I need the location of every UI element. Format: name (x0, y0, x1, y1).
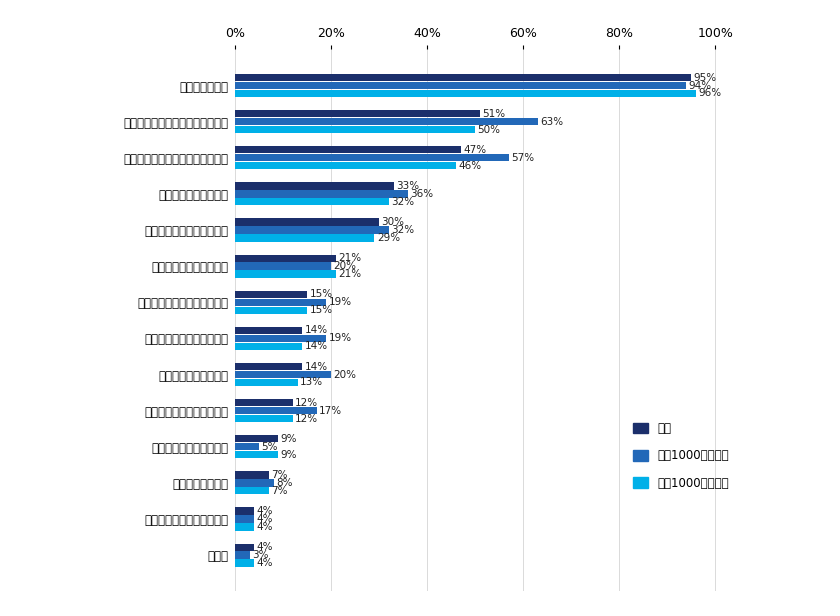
Text: 7%: 7% (271, 486, 288, 496)
Text: 33%: 33% (396, 181, 419, 191)
Bar (235, 154, 509, 161)
Text: 47%: 47% (463, 145, 486, 155)
Bar (235, 407, 317, 415)
Bar (235, 226, 389, 233)
Bar (235, 443, 260, 450)
Text: 21%: 21% (339, 269, 361, 279)
Bar (235, 508, 255, 515)
Text: 4%: 4% (257, 558, 273, 568)
Text: 19%: 19% (328, 333, 352, 343)
Text: 29%: 29% (377, 233, 400, 243)
Text: 94%: 94% (689, 81, 712, 91)
Text: 20%: 20% (333, 370, 357, 379)
Bar (235, 182, 394, 190)
Bar (235, 326, 302, 334)
Text: 8%: 8% (276, 478, 292, 488)
Text: 95%: 95% (694, 73, 717, 83)
Bar (235, 198, 389, 206)
Bar (235, 234, 375, 241)
Text: 12%: 12% (295, 413, 318, 424)
Legend: 全体, 年収1000万円以上, 年収1000万円未満: 全体, 年収1000万円以上, 年収1000万円未満 (628, 418, 733, 494)
Bar (235, 299, 327, 306)
Text: 4%: 4% (257, 542, 273, 552)
Bar (235, 435, 278, 442)
Bar (235, 162, 456, 169)
Text: 3%: 3% (252, 550, 269, 560)
Bar (235, 379, 297, 386)
Text: 14%: 14% (305, 325, 328, 336)
Text: 51%: 51% (482, 108, 506, 119)
Text: 63%: 63% (540, 116, 563, 127)
Text: 21%: 21% (339, 253, 361, 263)
Bar (235, 262, 331, 270)
Bar (235, 451, 278, 458)
Text: 12%: 12% (295, 398, 318, 408)
Bar (235, 90, 696, 97)
Text: 5%: 5% (261, 442, 278, 452)
Bar (235, 307, 307, 314)
Bar (235, 559, 255, 567)
Text: 15%: 15% (310, 290, 333, 299)
Bar (235, 487, 269, 495)
Bar (235, 471, 269, 479)
Text: 50%: 50% (478, 124, 501, 134)
Text: 14%: 14% (305, 362, 328, 371)
Bar (235, 399, 293, 407)
Text: 57%: 57% (512, 153, 534, 163)
Bar (235, 363, 302, 370)
Text: 15%: 15% (310, 305, 333, 315)
Bar (235, 334, 327, 342)
Text: 4%: 4% (257, 514, 273, 524)
Text: 9%: 9% (281, 434, 297, 444)
Bar (235, 270, 336, 278)
Bar (235, 291, 307, 298)
Text: 14%: 14% (305, 341, 328, 351)
Text: 46%: 46% (459, 161, 481, 171)
Bar (235, 74, 691, 81)
Bar (235, 146, 461, 153)
Text: 9%: 9% (281, 450, 297, 460)
Text: 19%: 19% (328, 298, 352, 307)
Text: 7%: 7% (271, 470, 288, 480)
Bar (235, 110, 480, 118)
Bar (235, 219, 379, 225)
Bar (235, 82, 686, 89)
Bar (235, 342, 302, 350)
Bar (235, 190, 408, 198)
Text: 4%: 4% (257, 506, 273, 516)
Text: 32%: 32% (391, 197, 414, 207)
Bar (235, 126, 475, 133)
Text: 96%: 96% (698, 89, 722, 99)
Bar (235, 371, 331, 378)
Bar (235, 523, 255, 530)
Bar (235, 118, 538, 125)
Text: 4%: 4% (257, 522, 273, 532)
Bar (235, 543, 255, 551)
Text: 20%: 20% (333, 261, 357, 271)
Bar (235, 551, 249, 559)
Text: 32%: 32% (391, 225, 414, 235)
Text: 13%: 13% (300, 378, 323, 387)
Text: 36%: 36% (411, 189, 433, 199)
Bar (235, 415, 293, 422)
Text: 17%: 17% (319, 405, 343, 416)
Bar (235, 254, 336, 262)
Bar (235, 516, 255, 522)
Text: 30%: 30% (381, 217, 405, 227)
Bar (235, 479, 274, 487)
